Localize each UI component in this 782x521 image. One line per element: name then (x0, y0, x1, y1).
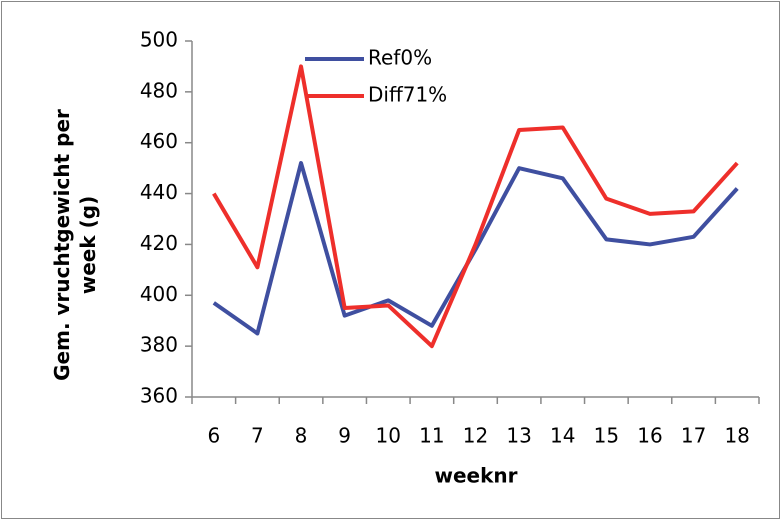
x-tick-label: 17 (681, 424, 706, 448)
x-tick-label: 12 (463, 424, 488, 448)
y-tick-label: 480 (140, 78, 178, 102)
x-tick-label: 14 (550, 424, 575, 448)
y-tick-label: 380 (140, 333, 178, 357)
x-tick-label: 9 (338, 424, 351, 448)
y-tick-label: 500 (140, 28, 178, 52)
x-tick-label: 6 (207, 424, 220, 448)
y-tick-label: 360 (140, 384, 178, 408)
y-tick-label: 440 (140, 180, 178, 204)
legend-label: Ref0% (368, 46, 432, 70)
y-tick-label: 460 (140, 129, 178, 153)
x-tick-label: 13 (506, 424, 531, 448)
legend-label: Diff71% (368, 83, 447, 107)
series-line (212, 64, 739, 349)
x-axis-title: weeknr (434, 464, 517, 488)
x-tick-label: 16 (637, 424, 662, 448)
y-tick-label: 420 (140, 231, 178, 255)
x-tick-label: 18 (724, 424, 749, 448)
x-tick-label: 15 (594, 424, 619, 448)
y-axis-title: Gem. vruchtgewicht per week (g) (50, 109, 100, 381)
x-tick-label: 10 (376, 424, 401, 448)
y-tick-label: 400 (140, 282, 178, 306)
x-tick-label: 8 (295, 424, 308, 448)
x-tick-label: 11 (419, 424, 444, 448)
series-line (212, 161, 739, 336)
x-tick-label: 7 (251, 424, 264, 448)
